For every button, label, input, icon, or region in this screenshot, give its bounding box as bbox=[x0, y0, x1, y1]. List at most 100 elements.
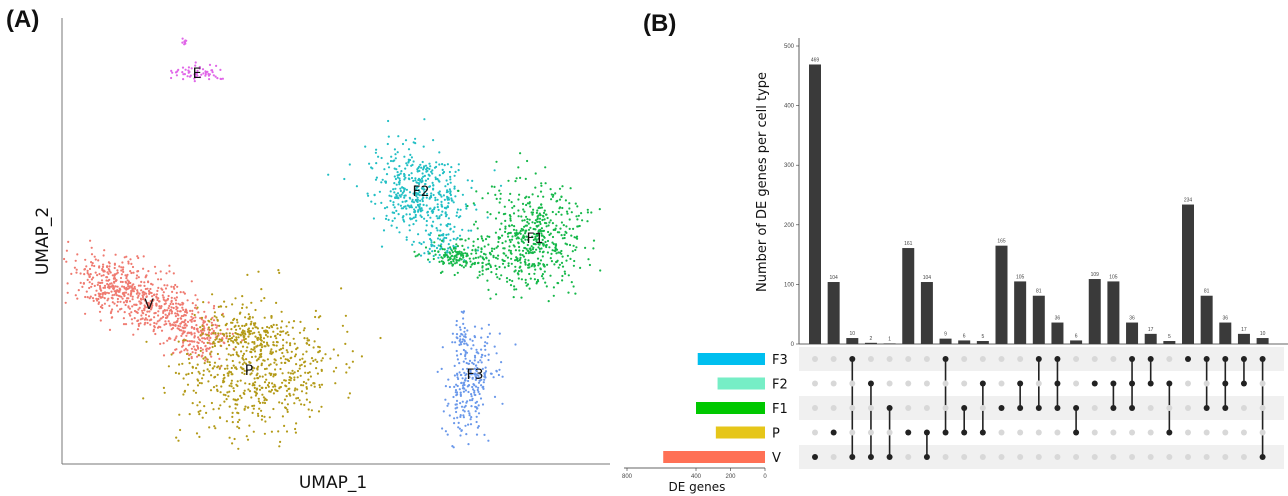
umap-point-v bbox=[75, 271, 78, 274]
umap-point-f2 bbox=[401, 200, 404, 203]
umap-point-f2 bbox=[439, 229, 442, 232]
umap-point-p bbox=[273, 383, 276, 386]
umap-point-f3 bbox=[471, 339, 474, 342]
umap-point-v bbox=[180, 329, 183, 332]
umap-point-f1 bbox=[526, 202, 530, 205]
umap-point-e bbox=[174, 71, 178, 74]
umap-point-v bbox=[129, 294, 132, 297]
umap-point-f2 bbox=[438, 180, 441, 183]
umap-point-f2 bbox=[343, 177, 346, 181]
umap-point-v bbox=[172, 272, 175, 275]
umap-point-f1 bbox=[494, 256, 498, 259]
umap-point-p bbox=[263, 432, 266, 435]
umap-point-p bbox=[282, 355, 285, 358]
cluster-label-f2: F2 bbox=[413, 184, 430, 200]
umap-point-f2 bbox=[425, 224, 428, 227]
umap-point-v bbox=[142, 267, 145, 270]
umap-point-p bbox=[345, 371, 348, 374]
umap-point-f1 bbox=[580, 212, 583, 215]
matrix-dot-off bbox=[1166, 356, 1173, 362]
umap-point-f2 bbox=[449, 223, 452, 226]
bar-value-label: 105 bbox=[1109, 274, 1118, 280]
umap-point-v bbox=[179, 322, 182, 325]
umap-point-p bbox=[179, 428, 182, 432]
umap-point-f1 bbox=[520, 215, 523, 218]
umap-point-p bbox=[234, 399, 237, 402]
umap-point-p bbox=[232, 353, 235, 356]
umap-point-f1 bbox=[538, 217, 542, 220]
umap-point-v bbox=[157, 297, 160, 300]
umap-point-v bbox=[122, 270, 125, 273]
umap-point-f1 bbox=[548, 221, 551, 224]
bar-value-label: 469 bbox=[811, 57, 820, 63]
umap-point-p bbox=[217, 305, 220, 308]
umap-point-v bbox=[111, 301, 114, 304]
umap-point-f2 bbox=[417, 209, 420, 212]
umap-point-f1 bbox=[556, 199, 559, 202]
umap-point-f1 bbox=[504, 219, 507, 222]
bar-value-label: 6 bbox=[1075, 333, 1078, 339]
umap-point-f1 bbox=[576, 237, 579, 240]
umap-point-f2 bbox=[405, 188, 408, 191]
umap-point-f2 bbox=[432, 139, 435, 142]
umap-point-v bbox=[84, 258, 87, 261]
umap-point-f1 bbox=[518, 259, 521, 262]
umap-point-v bbox=[85, 265, 88, 268]
umap-point-v bbox=[165, 316, 168, 319]
umap-point-f1 bbox=[544, 240, 547, 244]
umap-point-f2 bbox=[394, 187, 397, 190]
matrix-dot-off bbox=[979, 356, 986, 362]
umap-point-p bbox=[320, 383, 324, 386]
umap-point-p bbox=[211, 293, 214, 296]
umap-point-p bbox=[201, 324, 204, 327]
umap-point-f1 bbox=[482, 252, 486, 255]
umap-point-p bbox=[220, 339, 223, 342]
umap-point-v bbox=[90, 246, 93, 249]
matrix-dot-off bbox=[923, 356, 930, 362]
umap-point-v bbox=[171, 290, 174, 293]
umap-point-f2 bbox=[442, 238, 445, 241]
umap-point-f3 bbox=[458, 371, 461, 374]
intersection-bar bbox=[1107, 281, 1120, 344]
umap-point-f1 bbox=[439, 271, 443, 274]
umap-point-p bbox=[287, 387, 290, 391]
umap-point-p bbox=[272, 323, 275, 326]
umap-point-v bbox=[155, 293, 158, 296]
umap-point-v bbox=[135, 274, 139, 277]
umap-point-v bbox=[132, 287, 135, 290]
umap-point-p bbox=[243, 361, 246, 364]
umap-point-v bbox=[185, 334, 188, 337]
matrix-dot-off bbox=[830, 356, 837, 362]
umap-point-f1 bbox=[586, 211, 590, 214]
umap-point-v bbox=[107, 285, 110, 288]
umap-point-f1 bbox=[472, 240, 475, 243]
umap-point-f1 bbox=[550, 193, 553, 196]
matrix-dot-off bbox=[1073, 380, 1080, 387]
umap-point-p bbox=[294, 387, 297, 390]
umap-point-f2 bbox=[393, 217, 396, 220]
umap-point-p bbox=[177, 340, 180, 343]
bar-value-label: 81 bbox=[1036, 289, 1042, 295]
umap-point-v bbox=[186, 299, 189, 302]
umap-point-v bbox=[181, 303, 184, 306]
umap-point-f3 bbox=[514, 343, 517, 346]
umap-point-v bbox=[182, 344, 185, 347]
umap-point-f1 bbox=[459, 238, 462, 241]
umap-point-f2 bbox=[442, 233, 445, 236]
umap-point-v bbox=[176, 327, 179, 330]
umap-point-f1 bbox=[441, 248, 444, 251]
umap-point-v bbox=[166, 284, 169, 287]
umap-point-f3 bbox=[446, 404, 449, 407]
umap-point-f1 bbox=[563, 236, 566, 240]
umap-point-f1 bbox=[519, 229, 522, 233]
umap-point-f2 bbox=[436, 203, 439, 206]
umap-point-p bbox=[345, 363, 348, 366]
umap-point-p bbox=[305, 392, 308, 395]
umap-point-v bbox=[117, 294, 120, 297]
umap-point-e bbox=[194, 61, 197, 64]
umap-point-p bbox=[207, 334, 210, 337]
umap-point-v bbox=[84, 312, 87, 315]
umap-point-f2 bbox=[412, 160, 415, 163]
umap-point-f1 bbox=[546, 239, 550, 243]
intersection-matrix bbox=[812, 356, 1266, 460]
